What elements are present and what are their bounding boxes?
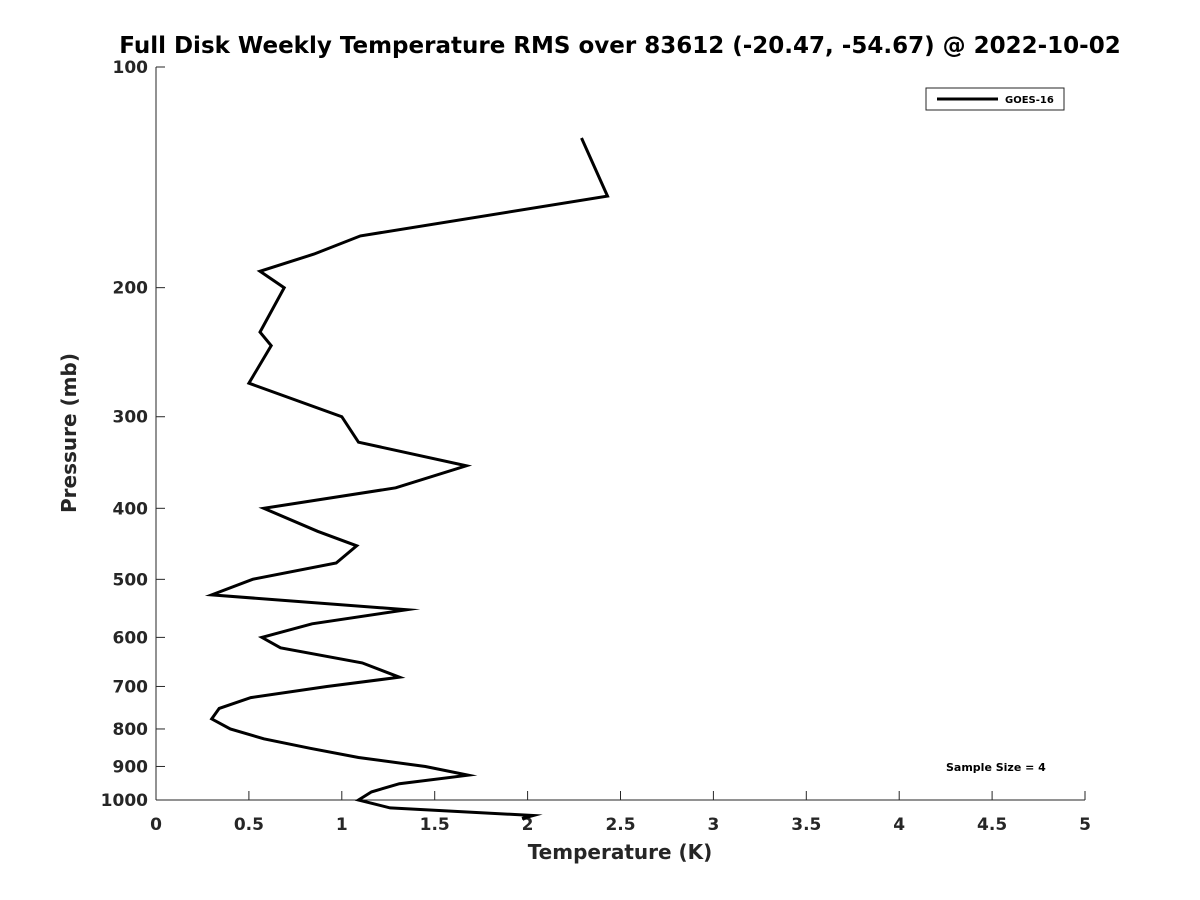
y-axis-label: Pressure (mb) [57,353,81,513]
y-tick-label: 1000 [101,791,148,811]
x-tick-label: 0.5 [234,815,264,835]
x-tick-label: 4.5 [977,815,1007,835]
y-tick-label: 100 [113,58,149,78]
x-tick-label: 4 [893,815,905,835]
y-tick-label: 600 [113,628,149,648]
x-tick-label: 2 [522,815,534,835]
y-ticks: 100 200 300 400 500 600 700 800 900 1000 [101,58,165,811]
series-layer [204,137,610,820]
x-tick-label: 5 [1079,815,1091,835]
y-tick-label: 400 [113,499,149,519]
x-axis-label: Temperature (K) [528,840,713,864]
sample-size-annotation: Sample Size = 4 [946,761,1046,774]
x-tick-label: 3 [707,815,719,835]
series-line [204,137,610,820]
x-tick-label: 3.5 [791,815,821,835]
y-tick-label: 800 [113,720,149,740]
plot-area: 0 0.5 1 1.5 2 2.5 3 3.5 4 4.5 5 100 200 300 400 500 600… [101,58,1091,835]
y-tick-label: 500 [113,570,149,590]
legend: GOES-16 [925,87,1065,111]
chart-title: Full Disk Weekly Temperature RMS over 83… [119,33,1121,59]
x-tick-label: 0 [150,815,162,835]
y-tick-label: 300 [113,408,149,428]
x-tick-label: 1 [336,815,348,835]
x-tick-label: 2.5 [605,815,635,835]
x-tick-label: 1.5 [420,815,450,835]
y-tick-label: 200 [113,279,149,299]
y-tick-label: 900 [113,757,149,777]
y-tick-label: 700 [113,677,149,697]
legend-label: GOES-16 [1005,95,1054,106]
x-ticks: 0 0.5 1 1.5 2 2.5 3 3.5 4 4.5 5 [150,791,1091,835]
